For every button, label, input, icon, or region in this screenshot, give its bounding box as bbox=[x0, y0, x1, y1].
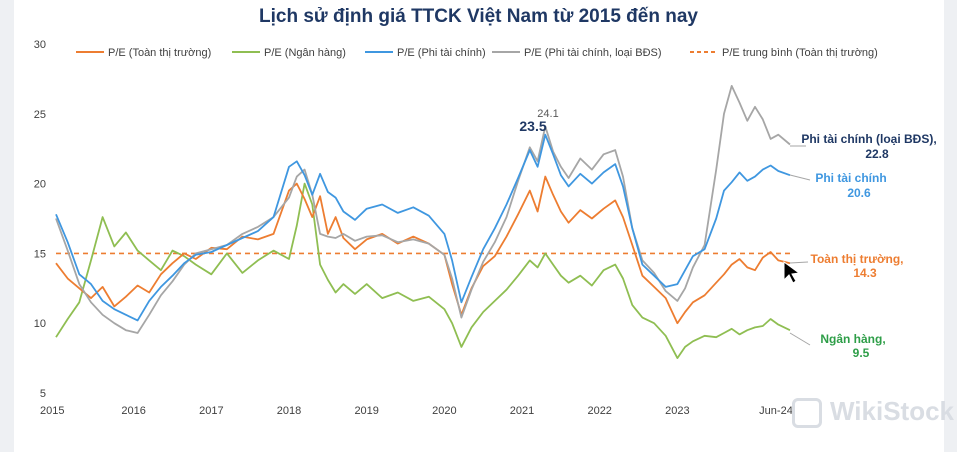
y-tick-label: 5 bbox=[40, 388, 46, 400]
x-tick-label: 2017 bbox=[199, 405, 223, 417]
end-label-name: Ngân hàng, bbox=[820, 332, 885, 346]
x-tick-label: 2023 bbox=[665, 405, 689, 417]
annotations: 23.524.1 bbox=[519, 108, 558, 134]
x-axis: 2015 2016 2017 2018 2019 2020 2021 2022 2023 Jun-… bbox=[40, 405, 793, 417]
x-tick-label: Jun-24 bbox=[759, 405, 793, 417]
x-tick-label: 2022 bbox=[587, 405, 611, 417]
y-tick-label: 25 bbox=[34, 109, 46, 121]
legend-label: P/E (Ngân hàng) bbox=[264, 47, 346, 59]
y-tick-label: 15 bbox=[34, 248, 46, 260]
y-tick-label: 30 bbox=[34, 39, 46, 51]
series-line-0 bbox=[55, 175, 791, 325]
end-label-value: 9.5 bbox=[853, 346, 870, 360]
chart-title: Lịch sử định giá TTCK Việt Nam từ 2015 đ… bbox=[259, 6, 698, 27]
peak-label-loai-bds: 24.1 bbox=[537, 108, 558, 120]
end-label-name: Phi tài chính (loại BĐS), bbox=[801, 132, 936, 146]
x-tick-label: 2015 bbox=[40, 405, 64, 417]
end-labels: Phi tài chính (loại BĐS),22.8 Phi tài chí… bbox=[789, 132, 937, 360]
y-tick-label: 10 bbox=[34, 318, 46, 330]
legend-label: P/E (Phi tài chính) bbox=[397, 47, 486, 59]
y-tick-label: 20 bbox=[34, 179, 46, 191]
legend-label: P/E trung bình (Toàn thị trường) bbox=[722, 47, 878, 59]
watermark: WikiStock bbox=[830, 396, 955, 426]
end-label-leader bbox=[789, 174, 811, 181]
legend-label: P/E (Phi tài chính, loại BĐS) bbox=[524, 47, 662, 59]
series-line-2 bbox=[55, 133, 791, 322]
end-label-name: Phi tài chính bbox=[815, 171, 886, 185]
x-tick-label: 2019 bbox=[354, 405, 378, 417]
x-tick-label: 2021 bbox=[510, 405, 534, 417]
end-label-leader bbox=[789, 332, 811, 346]
peak-label-phi-tai-chinh: 23.5 bbox=[519, 118, 546, 134]
series-line-1 bbox=[55, 182, 791, 360]
x-tick-label: 2020 bbox=[432, 405, 456, 417]
series-line-3 bbox=[55, 85, 791, 334]
legend: P/E (Toàn thị trường) P/E (Ngân hàng) P/E … bbox=[76, 47, 878, 59]
x-tick-label: 2018 bbox=[277, 405, 301, 417]
wikistock-logo-icon bbox=[792, 398, 822, 428]
chart-panel bbox=[14, 0, 944, 452]
end-label-name: Toàn thị trường, bbox=[811, 252, 904, 266]
x-tick-label: 2016 bbox=[121, 405, 145, 417]
end-label-value: 14.3 bbox=[853, 266, 877, 280]
end-label-value: 20.6 bbox=[847, 186, 871, 200]
series-layer bbox=[55, 85, 791, 360]
legend-label: P/E (Toàn thị trường) bbox=[108, 47, 211, 59]
end-label-value: 22.8 bbox=[865, 147, 889, 161]
mouse-cursor-icon bbox=[783, 261, 801, 284]
end-label-leader bbox=[789, 261, 809, 264]
y-axis: 5 10 15 20 25 30 bbox=[34, 39, 46, 400]
